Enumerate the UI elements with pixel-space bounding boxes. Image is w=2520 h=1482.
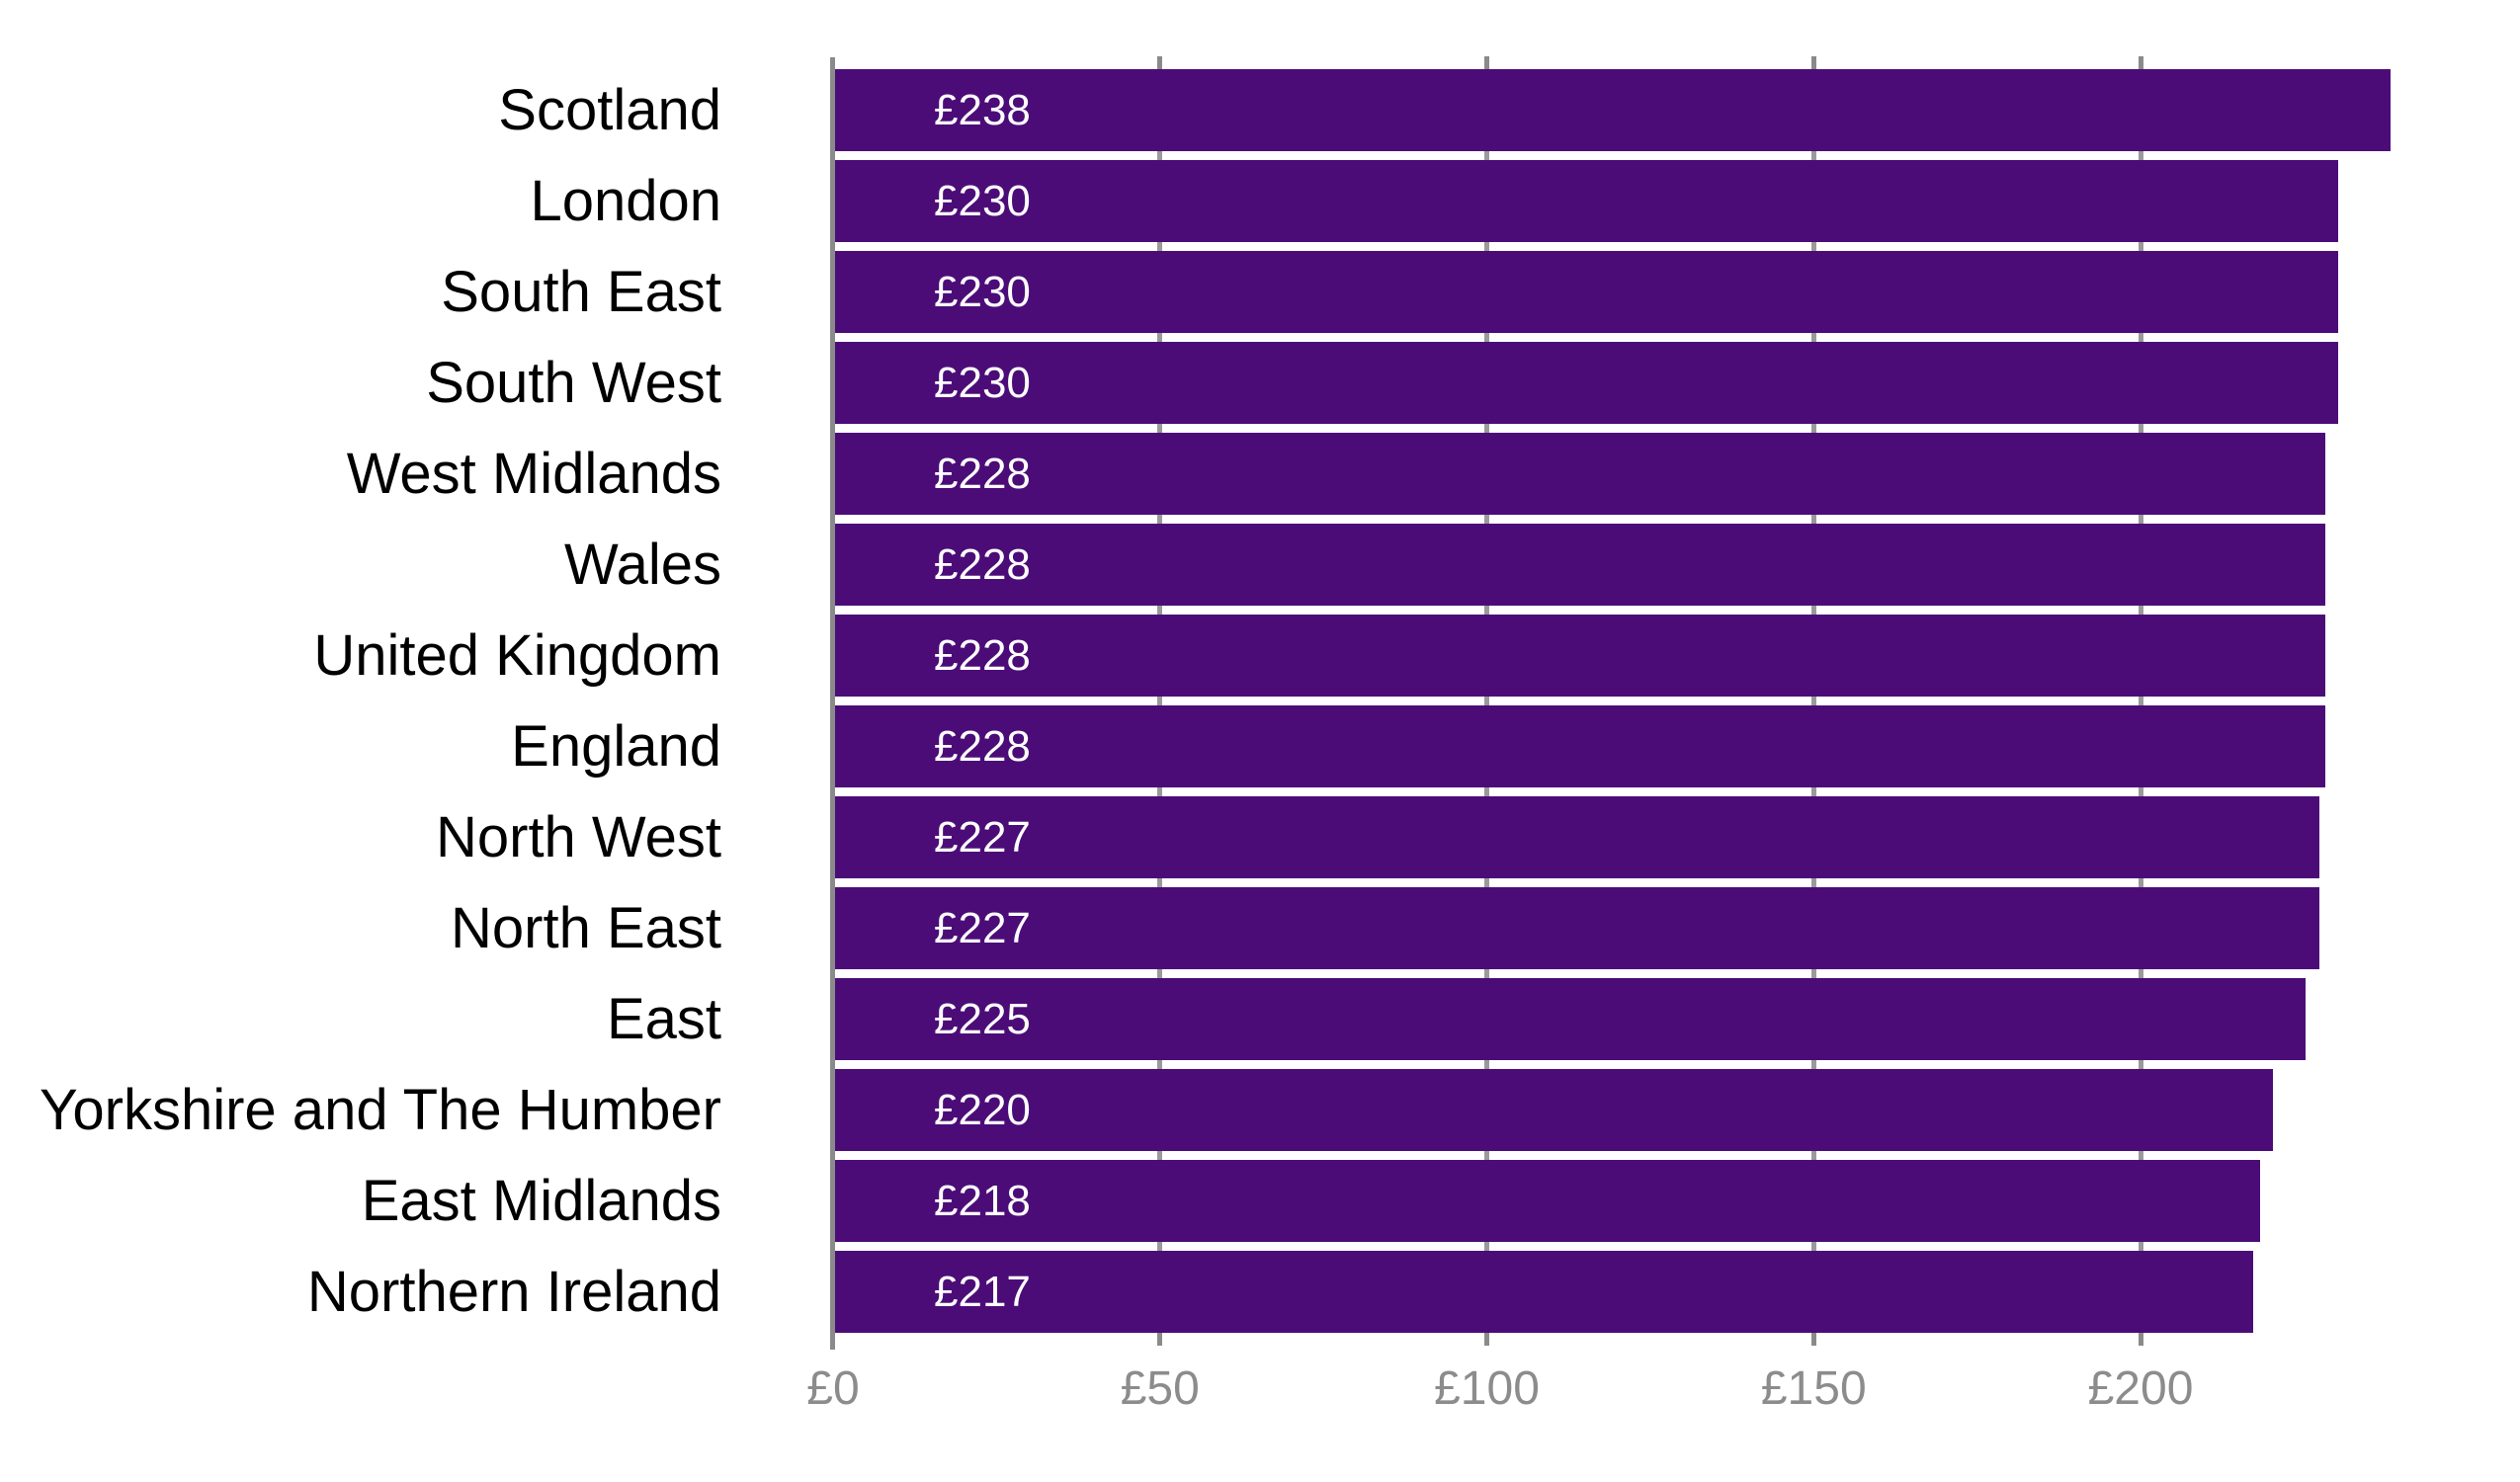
bar: £218	[835, 1160, 2260, 1242]
category-label: Yorkshire and The Humber	[40, 1078, 721, 1142]
bar: £228	[835, 615, 2325, 697]
gridline	[1810, 69, 1816, 1333]
bar-value-label: £230	[934, 267, 1031, 316]
category-label: East	[606, 987, 721, 1051]
bar: £230	[835, 160, 2338, 242]
category-label: Wales	[564, 533, 721, 597]
bar: £228	[835, 433, 2325, 515]
category-label: Northern Ireland	[306, 1260, 721, 1324]
gridline	[2138, 69, 2143, 1333]
x-axis-tick-label: £50	[1120, 1362, 1200, 1415]
x-axis-tick-label: £150	[1760, 1362, 1867, 1415]
category-label: England	[511, 714, 721, 779]
bar: £225	[835, 978, 2306, 1060]
category-label: London	[530, 169, 721, 233]
bar: £228	[835, 524, 2325, 606]
gridline	[1484, 69, 1489, 1333]
category-label: United Kingdom	[313, 623, 721, 688]
bar-value-label: £238	[934, 85, 1031, 134]
category-label: West Midlands	[346, 442, 721, 506]
bar: £220	[835, 1069, 2273, 1151]
bar-value-label: £228	[934, 721, 1031, 771]
category-label: North West	[435, 805, 721, 869]
y-axis-line	[830, 57, 835, 1350]
bar-value-label: £228	[934, 449, 1031, 498]
x-axis-tick-label: £100	[1434, 1362, 1540, 1415]
bar: £227	[835, 796, 2319, 878]
bar-value-label: £218	[934, 1176, 1031, 1225]
x-axis-bottom-tick	[2138, 1333, 2143, 1346]
x-axis-tick-label: £0	[806, 1362, 860, 1415]
x-axis-bottom-tick	[1484, 1333, 1489, 1346]
bar-value-label: £227	[934, 903, 1031, 952]
bar-value-label: £230	[934, 358, 1031, 407]
x-axis-bottom-tick	[1157, 1333, 1163, 1346]
x-axis-top-tick	[1810, 56, 1816, 69]
bar: £227	[835, 887, 2319, 969]
category-label: North East	[451, 896, 721, 960]
x-axis-tick-label: £200	[2087, 1362, 2194, 1415]
x-axis-top-tick	[2138, 56, 2143, 69]
bar: £230	[835, 342, 2338, 424]
category-label: South East	[441, 260, 721, 324]
x-axis-bottom-tick	[1810, 1333, 1816, 1346]
category-label: South West	[426, 351, 721, 415]
bar-value-label: £225	[934, 994, 1031, 1043]
category-label: East Midlands	[361, 1169, 721, 1233]
bar-value-label: £228	[934, 539, 1031, 589]
x-axis-top-tick	[1484, 56, 1489, 69]
bar-value-label: £220	[934, 1085, 1031, 1134]
bar: £228	[835, 705, 2325, 787]
bar: £217	[835, 1251, 2253, 1333]
gridline	[1157, 69, 1163, 1333]
x-axis-top-tick	[1157, 56, 1163, 69]
bar: £230	[835, 251, 2338, 333]
category-label: Scotland	[498, 78, 721, 142]
bar-value-label: £227	[934, 812, 1031, 862]
bar-value-label: £230	[934, 176, 1031, 225]
bar-value-label: £228	[934, 630, 1031, 680]
bar-value-label: £217	[934, 1267, 1031, 1316]
bar: £238	[835, 69, 2391, 151]
